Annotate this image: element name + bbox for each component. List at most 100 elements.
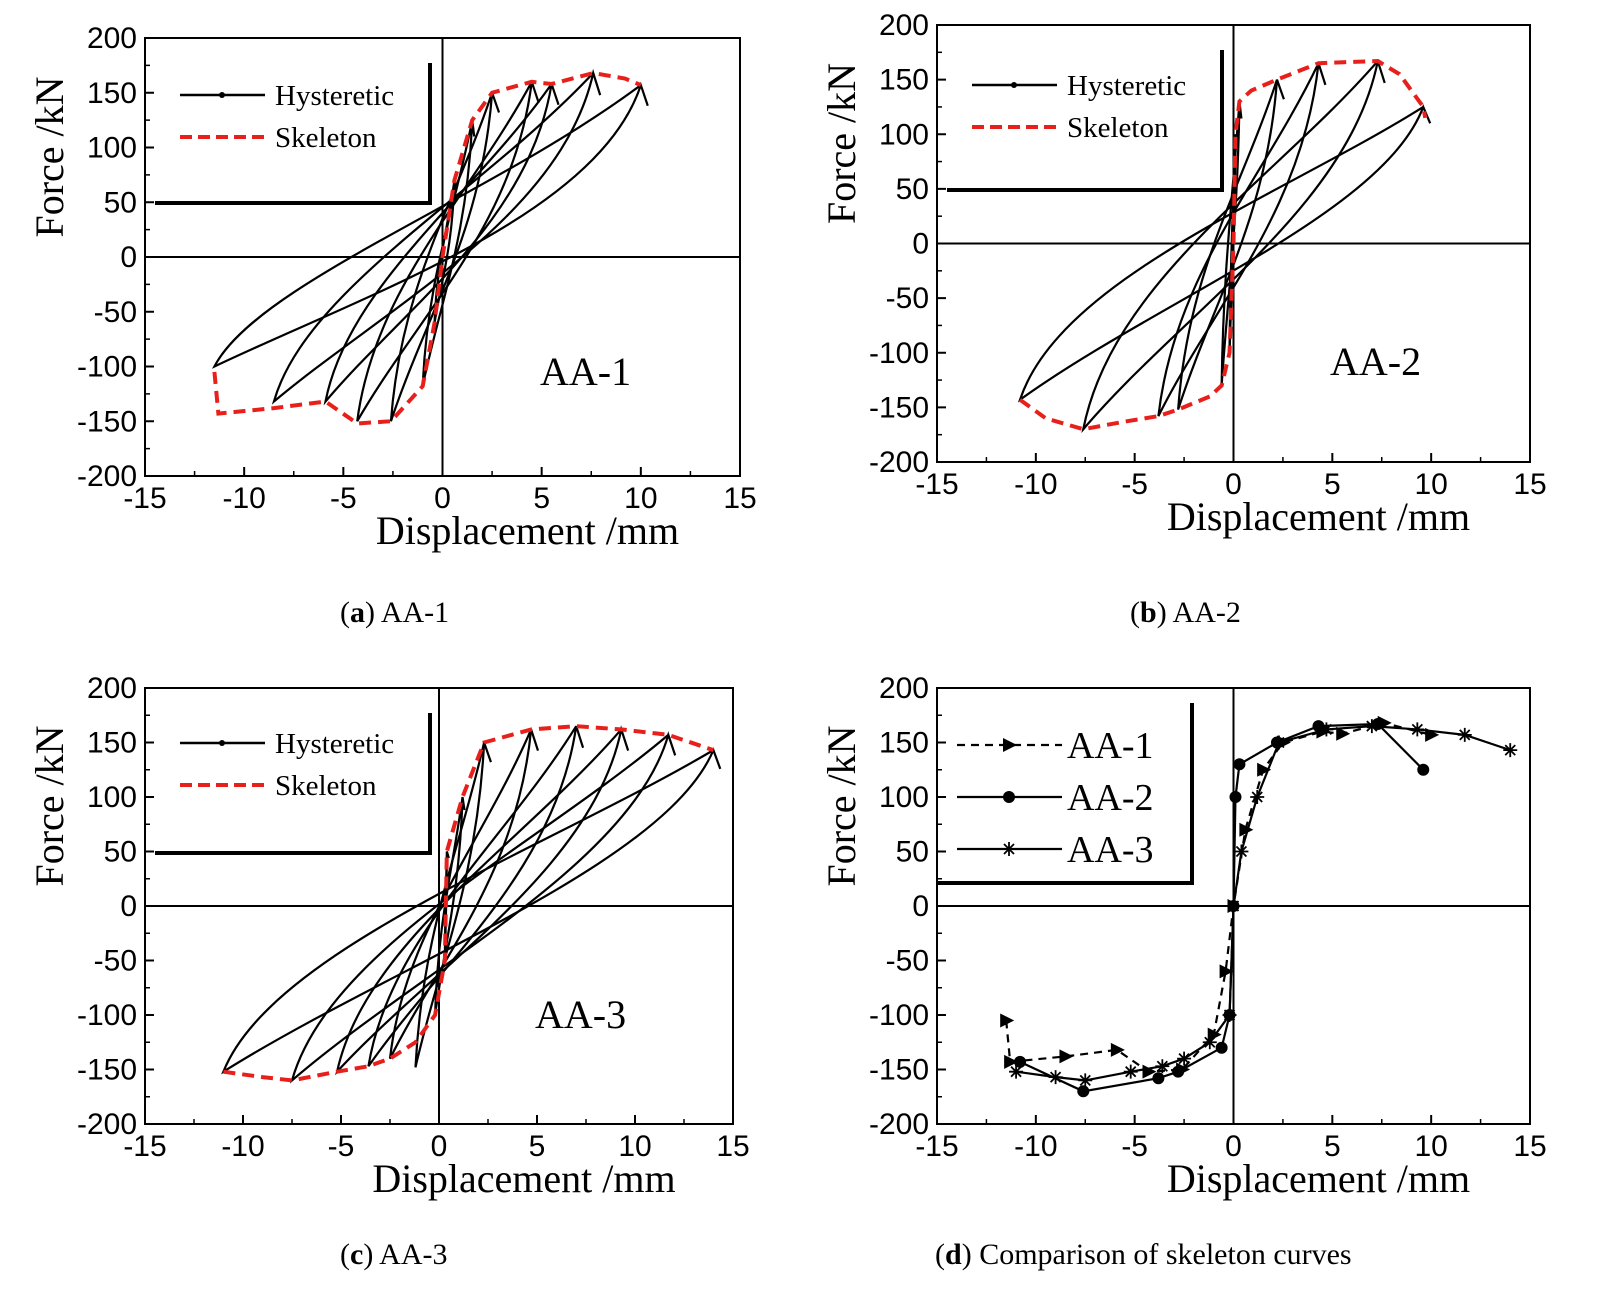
y-tick-label: 50: [104, 186, 137, 219]
series-marker-aa-2: [1172, 1065, 1185, 1078]
caption-close-paren: ): [365, 596, 381, 629]
legend-hysteretic-dot: [1011, 82, 1017, 88]
series-marker-aa-1: [1239, 822, 1254, 837]
chart-panel-a: -15 -10 -5 0 5 10 15-200-150-100-5005010015020…: [27, 22, 757, 629]
x-tick-label: -15: [123, 1130, 166, 1163]
series-marker-aa-2: [1215, 1041, 1228, 1054]
x-tick-label: -10: [222, 482, 265, 515]
legend-skeleton-label: Skeleton: [1067, 112, 1169, 144]
series-marker-aa-3: [1202, 1035, 1217, 1050]
legend-frame: [947, 50, 1224, 192]
x-tick-label: -10: [1014, 1130, 1057, 1163]
caption-letter: c: [350, 1238, 363, 1271]
series-marker-aa-3: [1123, 1064, 1138, 1079]
series-marker-aa-3: [1048, 1070, 1063, 1085]
y-tick-label: 150: [87, 727, 137, 760]
series-marker-aa-2: [1233, 758, 1246, 771]
caption-open-paren: (: [340, 596, 350, 629]
legend-marker-aa-2: [1003, 791, 1015, 803]
hysteretic-loop: [367, 725, 585, 1067]
specimen-label: AA-1: [540, 349, 631, 394]
chart-panel-b: -15 -10 -5 0 5 10 15-200-150-100-5005010015020…: [819, 9, 1547, 629]
y-tick-label: 200: [879, 9, 929, 42]
plot-area: [211, 68, 649, 426]
y-tick-label: -200: [77, 460, 137, 493]
caption-letter: a: [350, 596, 365, 629]
y-tick-label: 200: [87, 22, 137, 55]
x-axis-label: Displacement /mm: [376, 508, 679, 553]
series-marker-aa-1: [1219, 964, 1234, 979]
x-tick-label: -5: [1121, 468, 1148, 501]
x-tick-label: -10: [221, 1130, 264, 1163]
y-tick-label: -150: [77, 1054, 137, 1087]
hysteretic-loop: [388, 728, 540, 1060]
x-axis-label: Displacement /mm: [1167, 494, 1470, 539]
hysteretic-loop: [1177, 79, 1285, 410]
y-tick-label: 100: [87, 781, 137, 814]
legend-label-aa-1: AA-1: [1067, 725, 1154, 767]
x-tick-label: 5: [1324, 1130, 1341, 1163]
x-tick-label: 15: [1513, 1130, 1546, 1163]
caption-close-paren: ): [1157, 596, 1173, 629]
series-marker-aa-3: [1457, 727, 1472, 742]
x-tick-label: 15: [723, 482, 756, 515]
series-marker-aa-1: [1110, 1042, 1125, 1057]
y-tick-label: 100: [879, 781, 929, 814]
y-tick-label: 50: [104, 836, 137, 869]
x-tick-label: 10: [1414, 468, 1447, 501]
caption-open-paren: (: [340, 1238, 350, 1271]
y-tick-label: -50: [886, 282, 929, 315]
y-tick-label: 150: [87, 77, 137, 110]
x-tick-label: 0: [434, 482, 451, 515]
caption-close-paren: ): [962, 1238, 980, 1271]
series-marker-aa-3: [1250, 790, 1265, 804]
y-tick-label: -200: [869, 446, 929, 479]
x-tick-label: 0: [1225, 468, 1242, 501]
series-marker-aa-1: [1336, 726, 1351, 741]
caption-text: AA-3: [379, 1238, 447, 1271]
x-tick-label: 10: [624, 482, 657, 515]
hysteretic-loop: [271, 68, 602, 405]
figure-caption: (d) Comparison of skeleton curves: [935, 1238, 1352, 1271]
y-tick-label: 150: [879, 727, 929, 760]
chart-panel-d: -15 -10 -5 0 5 10 15-200-150-100-5005010015020…: [819, 672, 1547, 1271]
y-tick-label: 50: [896, 836, 929, 869]
hysteretic-loop: [211, 81, 649, 369]
series-marker-aa-3: [1234, 844, 1249, 859]
legend-hysteretic-dot: [219, 92, 225, 98]
x-tick-label: -15: [915, 468, 958, 501]
series-marker-aa-3: [1503, 743, 1518, 758]
skeleton-curve: [223, 724, 715, 1083]
y-tick-label: 100: [87, 132, 137, 165]
hysteretic-loop: [289, 731, 677, 1084]
x-tick-label: -15: [915, 1130, 958, 1163]
series-marker-aa-2: [1077, 1085, 1090, 1098]
series-marker-aa-3: [1271, 735, 1286, 750]
series-marker-aa-3: [1177, 1051, 1192, 1066]
legend-skeleton-label: Skeleton: [275, 770, 377, 802]
y-tick-label: -50: [94, 296, 137, 329]
skeleton-curve: [212, 70, 642, 426]
y-tick-label: -100: [869, 999, 929, 1032]
caption-text: AA-1: [381, 596, 449, 629]
series-marker-aa-3: [1319, 722, 1334, 737]
figure-caption: (a) AA-1: [340, 596, 449, 629]
x-tick-label: -10: [1014, 468, 1057, 501]
legend-frame: [155, 713, 432, 855]
series-marker-aa-3: [1364, 719, 1379, 734]
skeleton-curve: [1018, 59, 1428, 432]
x-tick-label: 0: [431, 1130, 448, 1163]
series-marker-aa-1: [1000, 1013, 1015, 1028]
plot-area: [221, 724, 722, 1084]
caption-open-paren: (: [1130, 596, 1140, 629]
caption-open-paren: (: [935, 1238, 945, 1271]
x-tick-label: 10: [1414, 1130, 1447, 1163]
specimen-label: AA-2: [1330, 339, 1421, 384]
x-tick-label: 5: [529, 1130, 546, 1163]
y-tick-label: -150: [869, 1054, 929, 1087]
chart-panel-c: -15 -10 -5 0 5 10 15-200-150-100-5005010015020…: [27, 672, 750, 1271]
y-tick-label: -50: [886, 945, 929, 978]
x-tick-label: 15: [716, 1130, 749, 1163]
legend-marker-aa-3: [1002, 842, 1016, 856]
